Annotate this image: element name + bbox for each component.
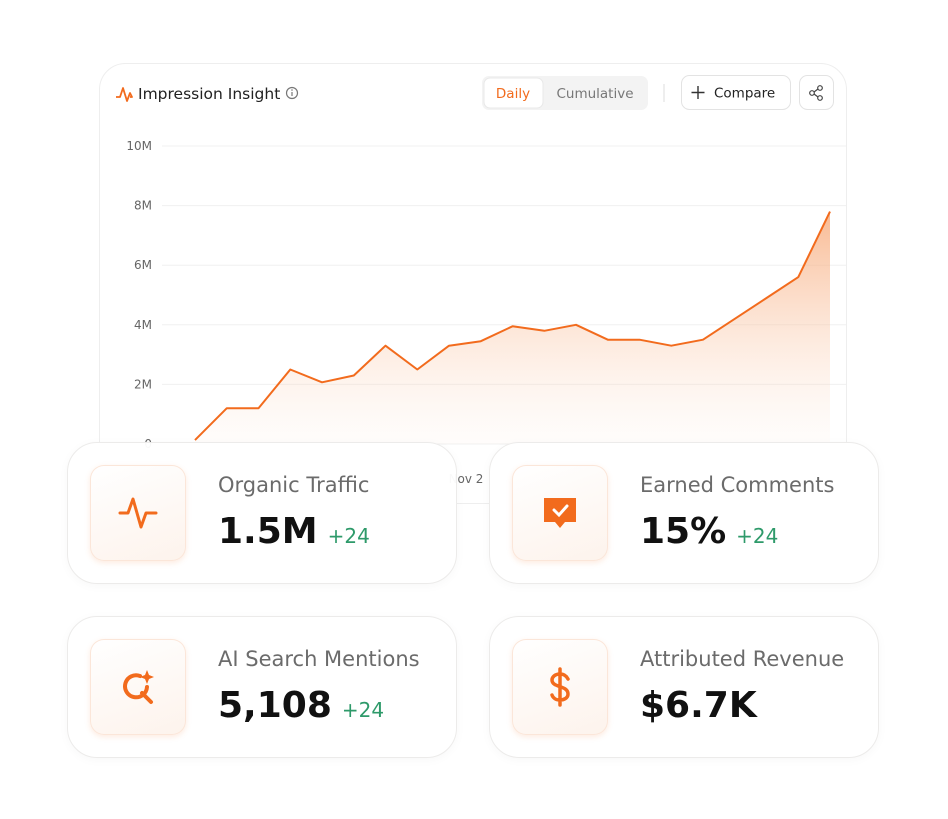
metric-delta: +24 — [736, 524, 779, 548]
tab-label[interactable]: Daily — [496, 86, 530, 102]
comment-icon — [544, 498, 576, 528]
metric-delta: +24 — [327, 524, 370, 548]
info-icon — [285, 86, 299, 100]
value-text: $6.7K — [640, 685, 757, 726]
metric-label: Earned Comments — [640, 473, 835, 497]
compare-button[interactable] — [681, 75, 791, 110]
icon-box — [512, 465, 608, 561]
value-text: 1.5M — [218, 511, 318, 552]
y-tick-label: 4M — [134, 318, 152, 332]
y-tick-label: 10M — [126, 139, 152, 153]
share-button[interactable] — [799, 75, 834, 110]
icon-box — [90, 639, 186, 735]
icon-box — [90, 465, 186, 561]
compare-label[interactable]: Compare — [714, 86, 775, 102]
pulse-icon — [118, 497, 158, 529]
metric-label: AI Search Mentions — [218, 647, 420, 671]
plus-icon — [691, 86, 705, 99]
metric-card: Earned Comments 15% +24 — [489, 442, 879, 584]
value-text: 15% — [640, 511, 727, 552]
metric-value: 5,108 +24 — [218, 685, 384, 726]
search-icon — [123, 670, 154, 704]
title-icon — [116, 87, 133, 102]
area — [195, 211, 830, 444]
tab-daily[interactable] — [483, 77, 544, 109]
tab-label[interactable]: Cumulative — [556, 86, 633, 102]
metric-value: $6.7K — [640, 685, 757, 726]
y-tick-label: 6M — [134, 258, 152, 272]
metric-value: 15% +24 — [640, 511, 778, 552]
metric-delta: +24 — [341, 698, 385, 722]
x-tick-label: Nov 2 — [449, 472, 484, 486]
y-tick-label: 8M — [134, 199, 152, 213]
panel-title: Impression Insight — [138, 85, 280, 103]
metric-card: Organic Traffic 1.5M +24 — [67, 442, 457, 584]
icon-box — [512, 639, 608, 735]
y-tick-label: 2M — [134, 377, 152, 391]
value-text: 5,108 — [218, 685, 332, 726]
share-icon — [809, 85, 823, 101]
metric-label: Organic Traffic — [218, 473, 370, 497]
metric-card: AI Search Mentions 5,108 +24 — [67, 616, 457, 758]
line — [194, 211, 831, 441]
dollar-icon — [550, 667, 570, 707]
metric-card: Attributed Revenue $6.7K — [489, 616, 879, 758]
metric-label: Attributed Revenue — [640, 647, 845, 671]
metric-value: 1.5M +24 — [218, 511, 370, 552]
